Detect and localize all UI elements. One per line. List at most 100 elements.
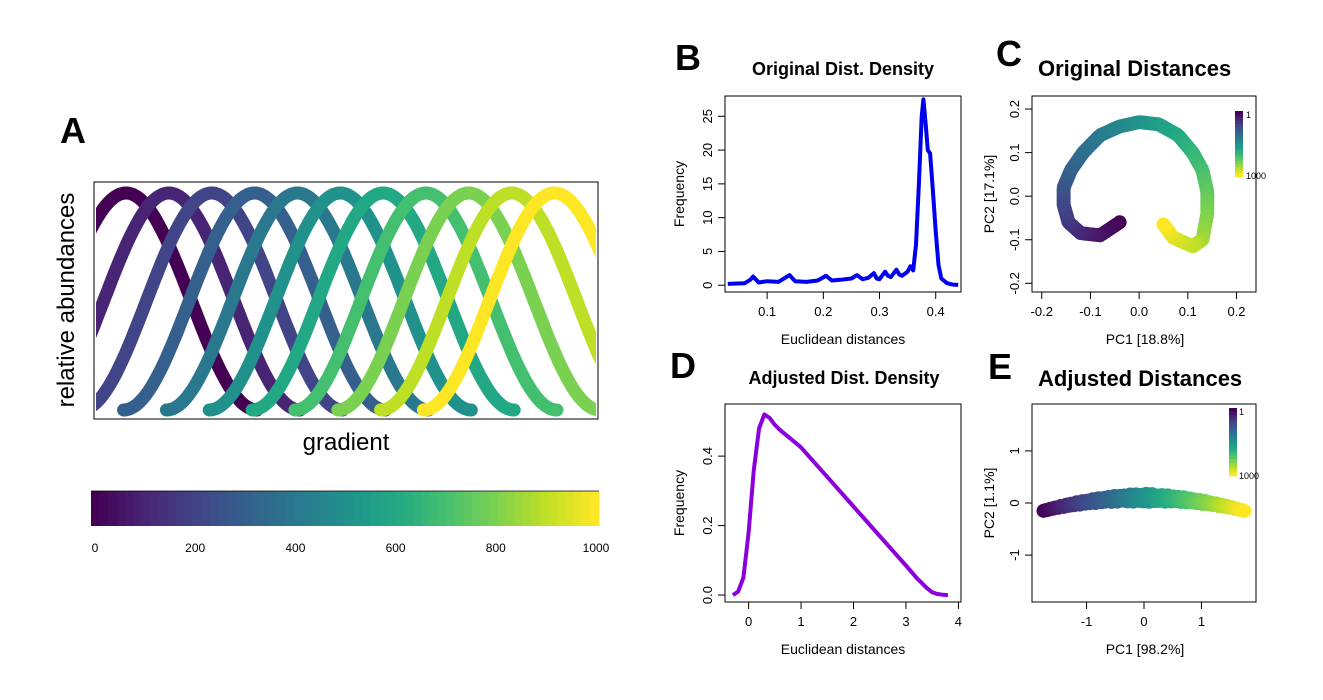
panel-a-frame: [93, 181, 599, 420]
colorbar-segment: [302, 491, 312, 526]
panel-a-ylabel: relative abundances: [53, 193, 80, 408]
density-line-adjusted: [731, 412, 949, 598]
colorbar-segment: [539, 491, 549, 526]
panel-letter-e: E: [988, 346, 1012, 387]
colorbar-tick-label: 0: [92, 541, 99, 555]
legend-swatch: [1229, 425, 1237, 429]
colorbar-segment: [463, 491, 473, 526]
species-curve-ascending: [331, 186, 476, 417]
legend-swatch: [1229, 469, 1237, 473]
legend-swatch: [1235, 173, 1243, 178]
panel-c-y-tick-label: 0.1: [1007, 144, 1022, 162]
colorbar-segment: [412, 491, 422, 526]
colorbar-segment: [455, 491, 465, 526]
legend-swatch: [1229, 465, 1237, 470]
panel-e-x-tick-label: -1: [1081, 614, 1093, 629]
panel-c-ylabel: PC2 [17.1%]: [981, 155, 997, 234]
panel-c-legend-top: 1: [1246, 110, 1251, 120]
panel-b-axes: 0.1 0.2 0.3 0.4 0 5 10 15 20 25: [700, 109, 945, 319]
species-curve-ascending: [96, 186, 133, 234]
panel-b-xlabel: Euclidean distances: [781, 331, 906, 347]
legend-swatch: [1229, 445, 1237, 450]
panel-e-y-tick-label: -1: [1007, 549, 1022, 561]
colorbar-segment: [336, 491, 346, 526]
colorbar-segment: [319, 491, 329, 526]
panel-e-legend-top: 1: [1239, 407, 1244, 417]
species-curve-ascending: [117, 186, 262, 417]
colorbar-segment: [582, 491, 592, 526]
colorbar-segment: [201, 491, 211, 526]
colorbar-segment: [522, 491, 532, 526]
panel-c-x-tick-label: -0.1: [1079, 304, 1101, 319]
panel-b: B Original Dist. Density 0.1 0.2 0.3 0.4 0 5 1…: [671, 37, 962, 347]
legend-swatch: [1229, 472, 1237, 477]
panel-e-color-legend: [1229, 408, 1237, 477]
panel-b-y-tick-label: 5: [700, 248, 715, 255]
panel-d-xlabel: Euclidean distances: [781, 641, 906, 657]
panel-b-y-tick-label: 15: [700, 177, 715, 191]
colorbar-segment: [311, 491, 321, 526]
legend-swatch: [1229, 421, 1237, 426]
legend-swatch: [1229, 411, 1237, 416]
legend-swatch: [1235, 124, 1243, 128]
colorbar-segment: [573, 491, 583, 526]
species-curve-descending: [548, 186, 596, 259]
legend-swatch: [1229, 408, 1237, 412]
panel-e-xlabel: PC1 [98.2%]: [1106, 641, 1185, 657]
legend-swatch: [1229, 455, 1237, 460]
legend-swatch: [1235, 111, 1243, 115]
panel-c-x-tick-label: 0.1: [1179, 304, 1197, 319]
colorbar-segment: [158, 491, 168, 526]
legend-swatch: [1235, 170, 1243, 174]
panel-c-xlabel: PC1 [18.8%]: [1106, 331, 1185, 347]
panel-d-title: Adjusted Dist. Density: [748, 368, 939, 388]
colorbar-segment: [548, 491, 558, 526]
panel-a: A gradient relative abundances 0 200 400 60…: [53, 110, 610, 555]
panel-d-y-tick-label: 0.4: [700, 447, 715, 465]
species-curve-ascending: [416, 186, 561, 417]
colorbar-segment: [99, 491, 109, 526]
panel-d-x-tick-label: 1: [797, 614, 804, 629]
species-curve-ascending: [374, 186, 519, 417]
colorbar-segment: [226, 491, 236, 526]
legend-swatch: [1229, 435, 1237, 439]
legend-swatch: [1229, 431, 1237, 436]
colorbar-tick-label: 200: [185, 541, 205, 555]
legend-swatch: [1235, 120, 1243, 125]
panel-c-x-tick-label: 0.0: [1130, 304, 1148, 319]
species-curve-ascending: [288, 186, 433, 417]
colorbar-tick-label: 1000: [583, 541, 610, 555]
colorbar-segment: [438, 491, 448, 526]
pcoa-point: [1156, 217, 1171, 232]
panel-e-y-tick-label: 0: [1007, 499, 1022, 506]
panel-d-x-tick-label: 2: [850, 614, 857, 629]
species-curve-ascending: [245, 186, 390, 417]
colorbar-tick-label: 400: [285, 541, 305, 555]
legend-swatch: [1229, 414, 1237, 419]
legend-swatch: [1235, 117, 1243, 122]
panel-d-x-tick-label: 3: [902, 614, 909, 629]
density-line-original: [727, 97, 959, 287]
colorbar-segment: [167, 491, 177, 526]
panel-c-x-tick-label: -0.2: [1031, 304, 1053, 319]
panel-d-x-tick-label: 0: [745, 614, 752, 629]
colorbar-segment: [556, 491, 566, 526]
colorbar-segment: [243, 491, 253, 526]
colorbar-segment: [395, 491, 405, 526]
colorbar-segment: [141, 491, 151, 526]
species-curve-ascending: [96, 186, 219, 412]
pcoa-points-adjusted: [1036, 486, 1252, 518]
panel-d: D Adjusted Dist. Density 0 1 2 3 40.00.20.4 …: [670, 345, 962, 657]
colorbar: [91, 491, 600, 526]
legend-swatch: [1235, 150, 1243, 155]
legend-swatch: [1235, 114, 1243, 118]
panel-d-axes: 0 1 2 3 4 0.0 0.2 0.4: [700, 447, 962, 629]
panel-b-y-tick-label: 25: [700, 109, 715, 123]
legend-swatch: [1229, 418, 1237, 422]
panel-letter-b: B: [675, 37, 701, 78]
panel-b-x-tick-label: 0.1: [758, 304, 776, 319]
panel-b-y-tick-label: 0: [700, 282, 715, 289]
panel-c-y-tick-label: 0.2: [1007, 100, 1022, 118]
panel-letter-d: D: [670, 345, 696, 386]
